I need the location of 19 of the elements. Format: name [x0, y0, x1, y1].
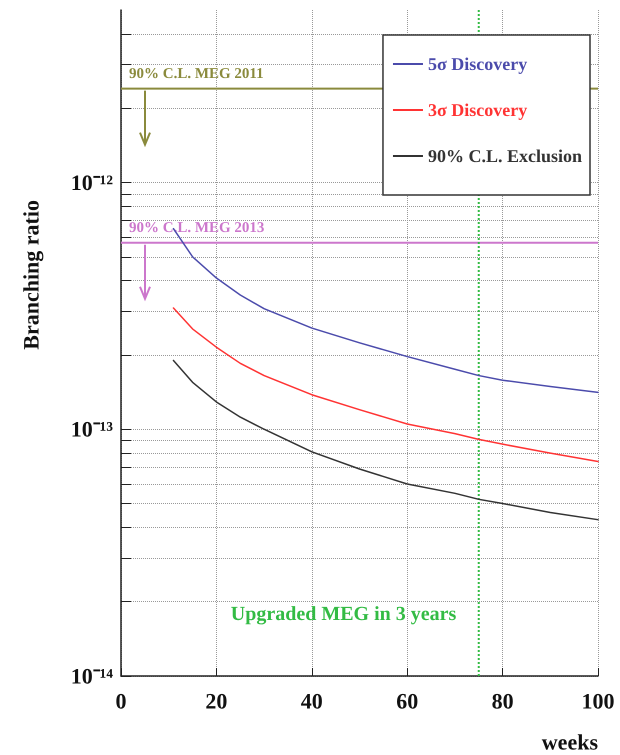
legend-label: 90% C.L. Exclusion: [428, 146, 582, 166]
x-tick-label: 80: [492, 688, 514, 714]
legend-label: 3σ Discovery: [428, 100, 528, 120]
x-tick-label: 60: [396, 688, 418, 714]
line-series: [172, 360, 599, 520]
x-tick-label: 20: [205, 688, 228, 714]
line-series: [172, 307, 599, 462]
x-tick-label: 100: [582, 688, 614, 714]
ref-line-label: Upgraded MEG in 3 years: [230, 603, 457, 625]
y-tick-label: 10⁻¹²: [70, 170, 114, 195]
ref-line-label: 90% C.L. MEG 2013: [129, 220, 264, 236]
x-tick-label: 0: [116, 688, 126, 714]
legend-label: 5σ Discovery: [428, 54, 528, 74]
y-axis-title: Branching ratio: [18, 200, 44, 350]
y-tick-label: 10⁻¹⁴: [70, 664, 114, 688]
ref-line-label: 90% C.L. MEG 2011: [129, 66, 264, 82]
y-tick-label: 10⁻¹³: [70, 416, 114, 442]
x-tick-label: 40: [300, 688, 323, 714]
x-axis-title: weeks: [542, 730, 598, 754]
